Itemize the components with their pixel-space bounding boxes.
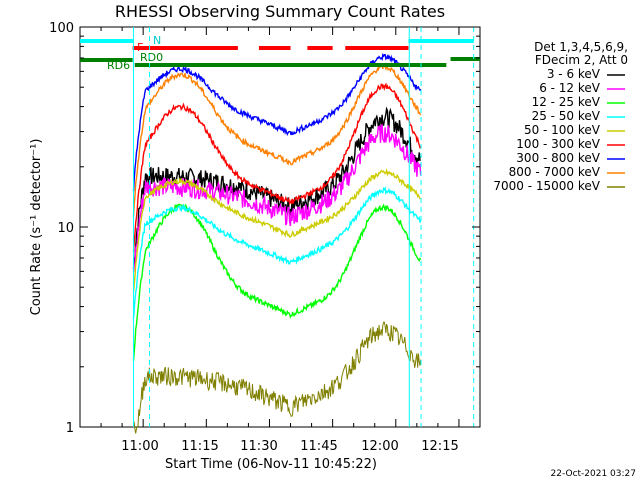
chart-title: RHESSI Observing Summary Count Rates [115, 2, 445, 21]
x-tick-1145: 11:45 [300, 439, 337, 454]
flag-label-rd0: RD0 [140, 51, 163, 64]
x-tick-1100: 11:00 [121, 439, 158, 454]
x-axis-label: Start Time (06-Nov-11 10:45:22) [165, 457, 377, 472]
series-line-6-12 [132, 124, 422, 273]
x-tick-1130: 11:30 [240, 439, 277, 454]
y-tick-100: 100 [49, 21, 74, 36]
legend-label-300-800: 300 - 800 keV [516, 151, 600, 165]
legend-label-6-12: 6 - 12 keV [539, 81, 601, 95]
timestamp: 22-Oct-2021 03:27 [551, 469, 636, 479]
series-line-7000-15000 [133, 321, 422, 434]
y-axis-label: Count Rate (s⁻¹ detector⁻¹) [29, 139, 44, 316]
series-line-50-100 [132, 167, 421, 292]
x-tick-1115: 11:15 [181, 439, 218, 454]
flag-label-rd6: RD6 [107, 59, 130, 72]
series-line-100-300 [132, 82, 422, 253]
series-line-25-50 [132, 186, 422, 319]
y-tick-10: 10 [57, 221, 74, 236]
flag-layer: NF RD6 RD0 [80, 27, 480, 427]
legend-label-7000-15000: 7000 - 15000 keV [493, 179, 600, 193]
series-line-800-7000 [132, 63, 422, 217]
series-line-300-800 [132, 52, 422, 192]
legend-label-100-300: 100 - 300 keV [516, 137, 600, 151]
legend-label-800-7000: 800 - 7000 keV [509, 165, 601, 179]
legend-label-12-25: 12 - 25 keV [532, 95, 601, 109]
legend-label-25-50: 25 - 50 keV [532, 109, 601, 123]
flag-label-f: F [137, 41, 143, 54]
x-tick-1215: 12:15 [421, 439, 458, 454]
flag-label-n: N [153, 34, 161, 47]
series-layer [132, 52, 422, 434]
y-tick-1: 1 [66, 421, 74, 436]
legend-label-50-100: 50 - 100 keV [524, 123, 601, 137]
axes-layer [79, 26, 625, 428]
legend-header-2: FDecim 2, Att 0 [535, 53, 628, 67]
legend-label-3-6: 3 - 6 keV [547, 67, 601, 81]
x-tick-1200: 12:00 [361, 439, 398, 454]
legend-header-1: Det 1,3,4,5,6,9, [534, 40, 628, 54]
